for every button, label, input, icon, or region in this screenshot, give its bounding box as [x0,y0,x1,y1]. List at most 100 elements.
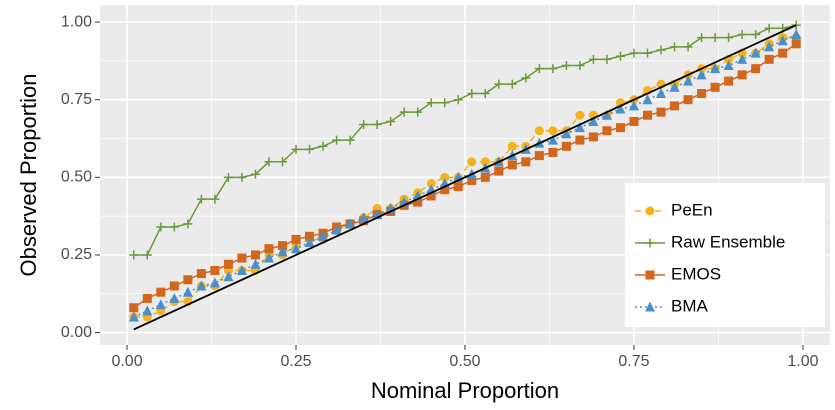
point [507,141,517,151]
point [386,116,396,126]
point [697,33,707,43]
point [264,157,274,167]
reference-line [133,24,797,331]
point [480,172,490,182]
point [210,265,220,275]
legend-box [625,183,825,327]
point [278,157,287,167]
y-tick-label: 0.50 [61,169,92,186]
y-tick-label: 0.75 [61,91,92,108]
point [602,126,612,136]
legend-marker [645,206,655,216]
point [615,51,625,61]
point [710,63,721,74]
point [656,87,667,98]
y-tick-label: 1.00 [61,13,92,30]
point [791,28,802,39]
point [670,42,680,52]
point [128,311,139,322]
point [332,135,342,145]
legend-label: Raw Ensemble [671,232,785,251]
point [440,98,450,108]
point [480,88,490,98]
point [129,250,139,260]
point [548,126,558,136]
point [561,128,572,139]
point [751,29,761,39]
legend-label: BMA [671,296,709,315]
point [467,157,477,167]
point [548,64,558,74]
legend-marker [645,270,655,280]
point [723,60,734,71]
point [413,107,423,117]
point [656,45,666,55]
point [521,73,531,83]
point [345,135,355,145]
point [156,287,166,297]
point [209,277,220,288]
point [142,250,152,260]
point [507,79,517,89]
point [710,33,720,43]
point [331,224,342,235]
point [236,264,247,275]
legend: PeEn Raw Ensemble EMOS BMA [625,183,825,327]
point [669,81,680,92]
x-tick-label: 1.00 [787,353,818,370]
point [696,69,707,80]
point [737,29,747,39]
point [169,292,180,303]
point [223,271,234,282]
point [724,76,734,86]
x-tick-label: 0.75 [618,353,649,370]
point [277,246,288,257]
point [750,47,761,58]
point [182,286,193,297]
point [791,39,801,49]
point [778,48,788,58]
point [156,222,166,232]
point [534,126,544,136]
legend-marker [645,301,655,312]
point [764,23,774,33]
point [601,109,612,120]
point [724,33,734,43]
x-tick-label: 0.25 [280,353,311,370]
point [602,54,612,64]
point [129,303,139,313]
point [291,243,302,254]
point [318,230,329,241]
point [534,64,544,74]
point [494,166,504,176]
point [413,197,423,207]
point [575,110,585,120]
point [169,222,179,232]
point [615,103,626,114]
point [643,110,652,120]
point [196,280,207,291]
point [196,194,206,204]
legend-label: PeEn [671,200,713,219]
point [710,82,720,92]
point [615,123,625,133]
x-tick-label: 0.00 [111,353,142,370]
point [196,269,206,279]
point [791,20,801,30]
point [521,157,531,167]
point [480,157,490,167]
point [561,141,571,151]
point [629,48,639,58]
point [318,141,328,151]
point [142,293,152,303]
point [237,172,247,182]
point [697,88,707,98]
y-tick-label: 0.00 [61,324,92,341]
point [250,250,260,260]
point [575,61,585,71]
point [278,241,287,251]
point [547,134,558,145]
point [629,116,639,126]
point [210,194,220,204]
